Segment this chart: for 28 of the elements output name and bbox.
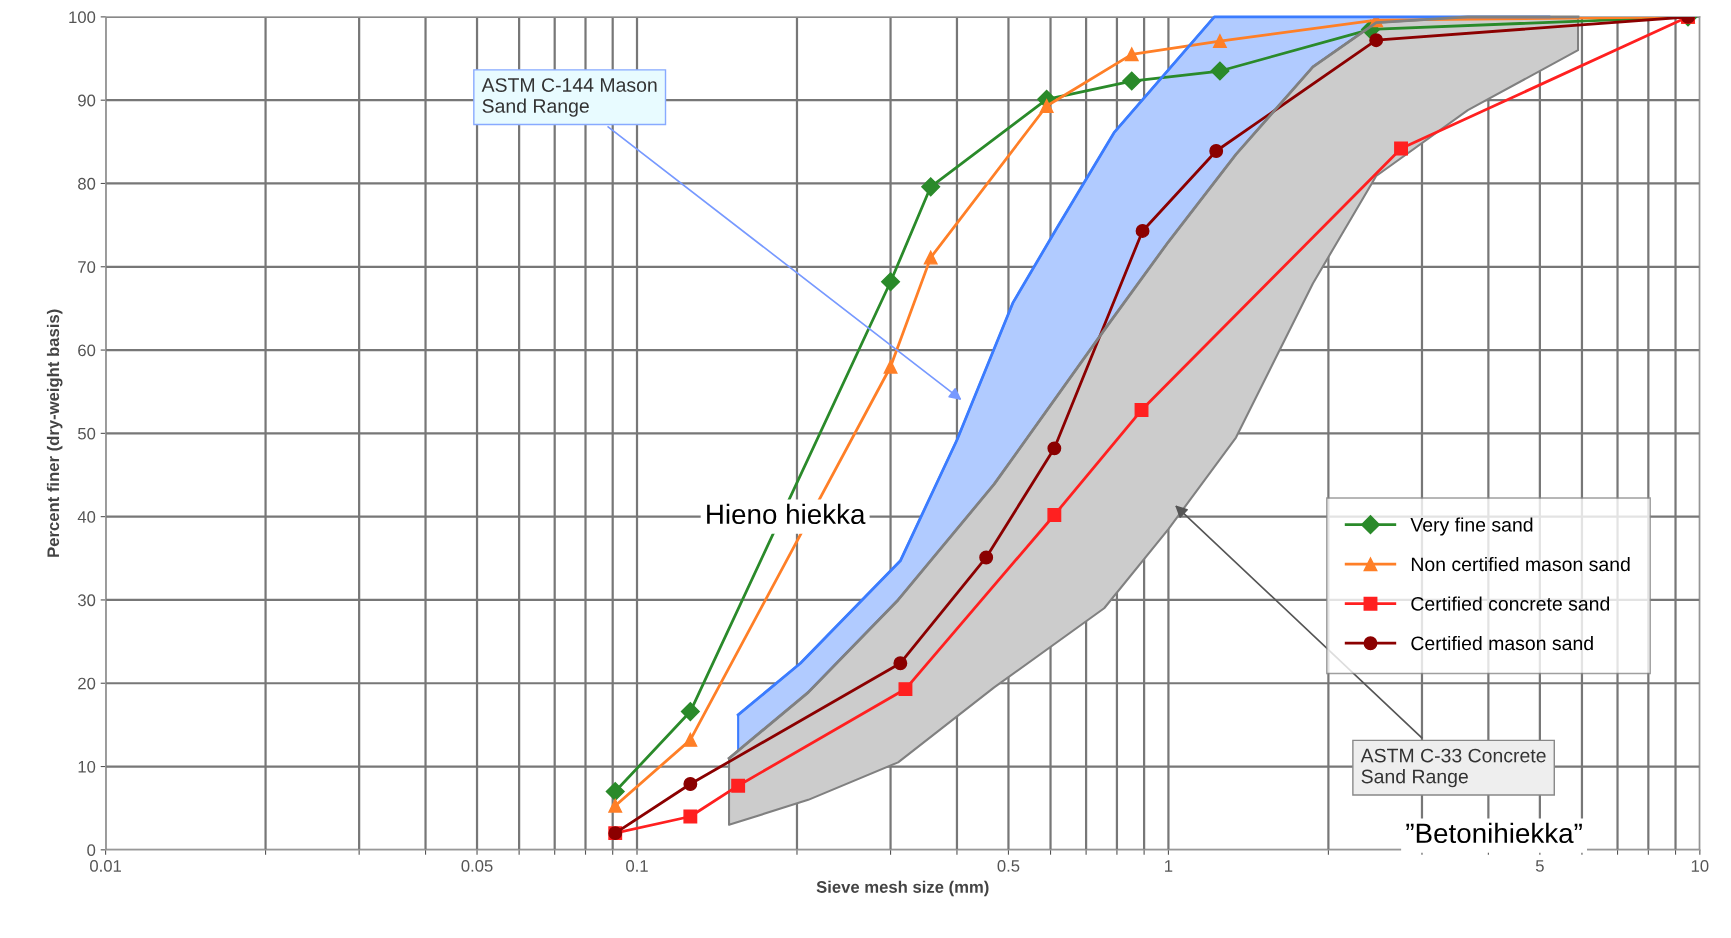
y-tick-label: 90	[78, 94, 96, 107]
y-tick-label: 0	[87, 844, 96, 857]
y-tick-label: 70	[78, 261, 96, 273]
legend-label: Certified concrete sand	[1411, 596, 1610, 611]
y-tick-label: 60	[78, 344, 96, 357]
y-tick-label: 30	[77, 594, 96, 607]
annotation: Hieno hiekka	[707, 503, 866, 525]
x-tick-label: 5	[1535, 860, 1544, 872]
y-tick-label: 10	[78, 760, 96, 773]
y-tick-label: 40	[77, 511, 96, 523]
y-tick-label: 20	[78, 677, 96, 690]
annotation: ASTM C-144 Mason Sand Range	[481, 78, 657, 117]
annotation: ASTM C-33 Concrete Sand Range	[1360, 748, 1546, 788]
x-tick-label: 0.5	[997, 859, 1020, 872]
y-tick-label: 100	[69, 11, 96, 24]
x-tick-label: 10	[1691, 859, 1709, 872]
x-tick-label: 0.05	[461, 859, 493, 872]
x-axis-title: Sieve mesh size (mm)	[816, 880, 989, 897]
legend-label: Certified mason sand	[1411, 635, 1593, 651]
y-tick-label: 80	[78, 177, 96, 190]
x-tick-label: 0.01	[90, 859, 121, 872]
legend-label: Non certified mason sand	[1411, 556, 1630, 572]
y-tick-label: 50	[78, 427, 96, 440]
x-tick-label: 0.1	[626, 859, 648, 872]
legend-label: Very fine sand	[1410, 517, 1533, 536]
annotation: ”Betonihiekka”	[1406, 822, 1582, 844]
x-tick-label: 1	[1165, 860, 1173, 872]
y-axis-title: Percent finer (dry-weight basis)	[46, 309, 63, 557]
